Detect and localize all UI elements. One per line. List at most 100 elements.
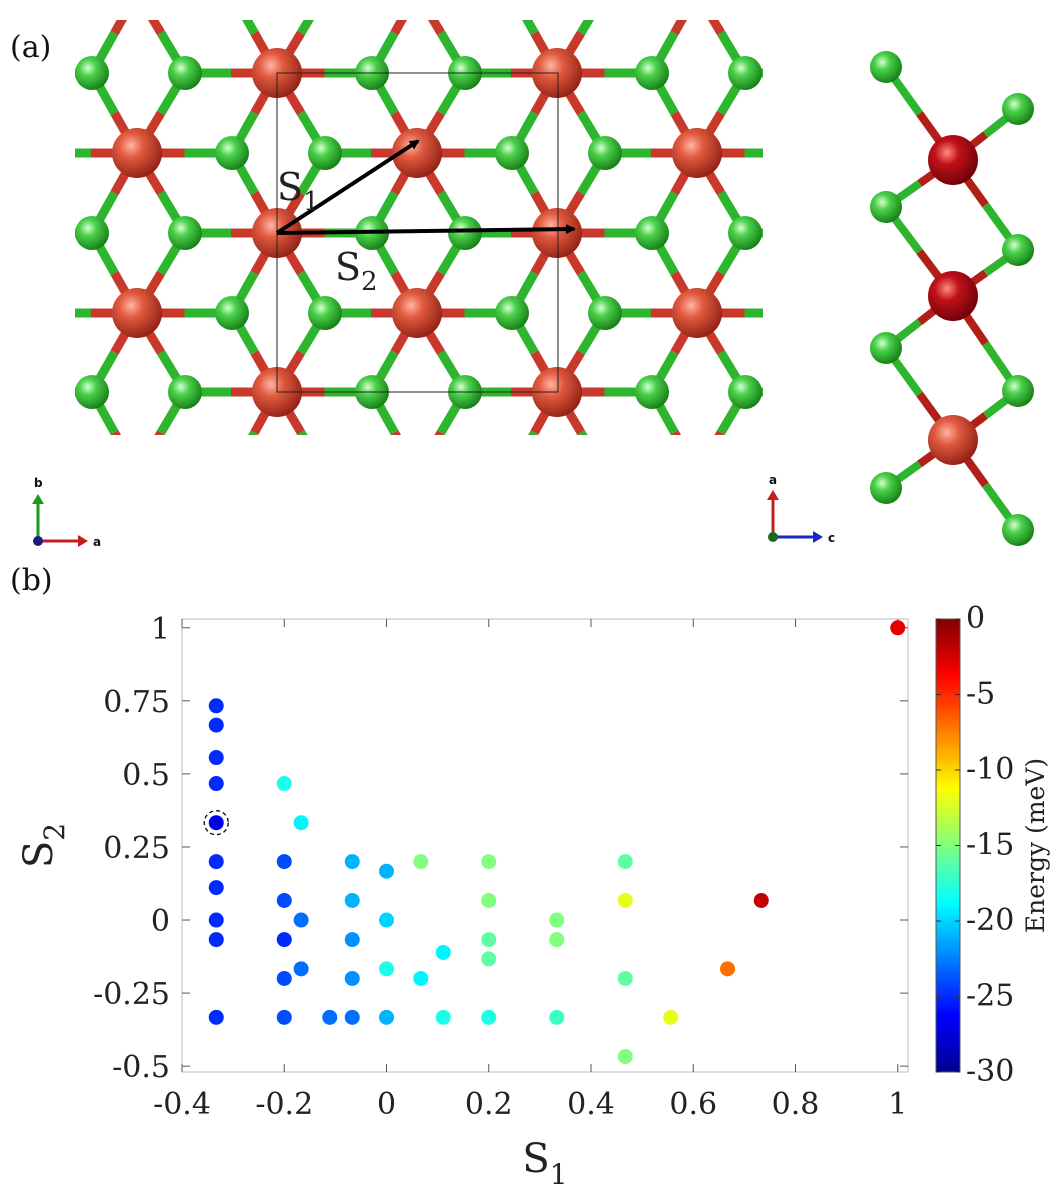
x-tick-label: 1 <box>888 1087 907 1122</box>
bond-metal-half <box>815 233 838 273</box>
data-point <box>549 912 565 928</box>
bond-halide-half <box>21 433 45 474</box>
y-tick-label: -0.5 <box>112 1050 170 1085</box>
halide-atom <box>775 456 809 490</box>
data-point <box>276 892 292 908</box>
vector-s1-subscript: 1 <box>303 187 320 217</box>
data-point <box>276 854 292 870</box>
data-point <box>413 854 429 870</box>
axis-triad-top: b a <box>32 476 101 549</box>
metal-atom <box>928 135 978 185</box>
metal-atom <box>812 48 862 98</box>
halide-atom <box>495 0 529 10</box>
data-point <box>276 932 292 948</box>
bond-metal-half <box>390 430 402 435</box>
halide-atom <box>1002 234 1034 266</box>
data-point <box>379 1009 395 1025</box>
data-point <box>890 620 906 636</box>
halide-atom <box>728 375 762 409</box>
x-tick-label: 0.8 <box>772 1087 820 1122</box>
data-point <box>549 932 565 948</box>
halide-atom <box>728 56 762 90</box>
y-tick-label: 0.25 <box>103 831 170 866</box>
data-point <box>379 863 395 879</box>
axis-triad-side: a c <box>767 473 835 545</box>
data-point <box>208 750 224 766</box>
data-point <box>344 892 360 908</box>
metal-atom <box>112 0 162 18</box>
data-point <box>379 961 395 977</box>
data-point <box>379 912 395 928</box>
bond-halide-half <box>21 0 45 33</box>
axis-a-side-label: a <box>769 473 777 487</box>
bond-halide-half <box>21 113 45 153</box>
halide-atom <box>588 136 622 170</box>
highlight-ring <box>203 810 229 836</box>
metal-atom <box>0 208 22 258</box>
axis-c-label: c <box>828 531 835 545</box>
colorbar-tick-label: -5 <box>966 677 995 712</box>
data-point <box>617 970 633 986</box>
data-point <box>435 944 451 960</box>
metal-atom <box>928 415 978 465</box>
halide-atom <box>588 296 622 330</box>
halide-atom <box>28 136 62 170</box>
bonds <box>0 0 838 474</box>
data-point <box>208 698 224 714</box>
bond-metal-half <box>390 20 407 36</box>
halide-atom <box>1002 514 1034 546</box>
metal-atom <box>112 128 162 178</box>
halide-atom <box>775 0 809 10</box>
data-point <box>293 912 309 928</box>
data-point <box>276 776 292 792</box>
bond-metal-half <box>147 20 165 36</box>
x-tick-label: 0.4 <box>567 1087 615 1122</box>
data-points <box>208 620 906 1065</box>
colorbar-tick-label: -25 <box>966 979 1014 1014</box>
y-tick-label: 1 <box>151 612 170 647</box>
bond-metal-half <box>670 430 682 435</box>
data-point <box>208 912 224 928</box>
data-point <box>208 1009 224 1025</box>
halide-atom <box>215 136 249 170</box>
axis-origin-dot <box>33 536 43 546</box>
bond-metal-half <box>0 193 21 233</box>
data-point <box>276 1009 292 1025</box>
axis-b-label: b <box>34 476 43 490</box>
metal-atom <box>112 448 162 498</box>
data-point <box>344 1009 360 1025</box>
vector-s1: S1 <box>275 139 420 235</box>
bond-halide-half <box>792 313 815 353</box>
axis-origin-dot <box>768 532 778 542</box>
data-point <box>481 951 497 967</box>
data-point <box>276 970 292 986</box>
halide-atom <box>168 56 202 90</box>
bond-halide-half <box>297 430 308 435</box>
metal-atom <box>812 208 862 258</box>
data-point <box>753 892 769 908</box>
bond-metal-half <box>670 20 687 36</box>
bond-halide-half <box>297 20 315 36</box>
bond-halide-half <box>792 0 815 33</box>
vector-s1-label: S <box>277 165 303 209</box>
data-point <box>617 854 633 870</box>
metal-atom <box>112 288 162 338</box>
halide-atom <box>28 296 62 330</box>
halide-atom <box>168 375 202 409</box>
halide-atom <box>635 56 669 90</box>
halide-atom <box>215 0 249 10</box>
metal-atom <box>392 0 442 18</box>
halide-atom <box>588 0 622 10</box>
bond-metal-half <box>0 73 21 113</box>
data-point <box>435 1009 451 1025</box>
bond-metal-half <box>154 430 165 435</box>
vector-s2-subscript: 2 <box>361 267 378 297</box>
svg-text:S1: S1 <box>277 165 320 217</box>
colorbar-tick-label: 0 <box>966 601 985 636</box>
data-point <box>344 970 360 986</box>
axis-a-label: a <box>93 535 101 549</box>
metal-atom <box>392 128 442 178</box>
bond-halide-half <box>242 20 259 36</box>
halide-atom <box>215 296 249 330</box>
